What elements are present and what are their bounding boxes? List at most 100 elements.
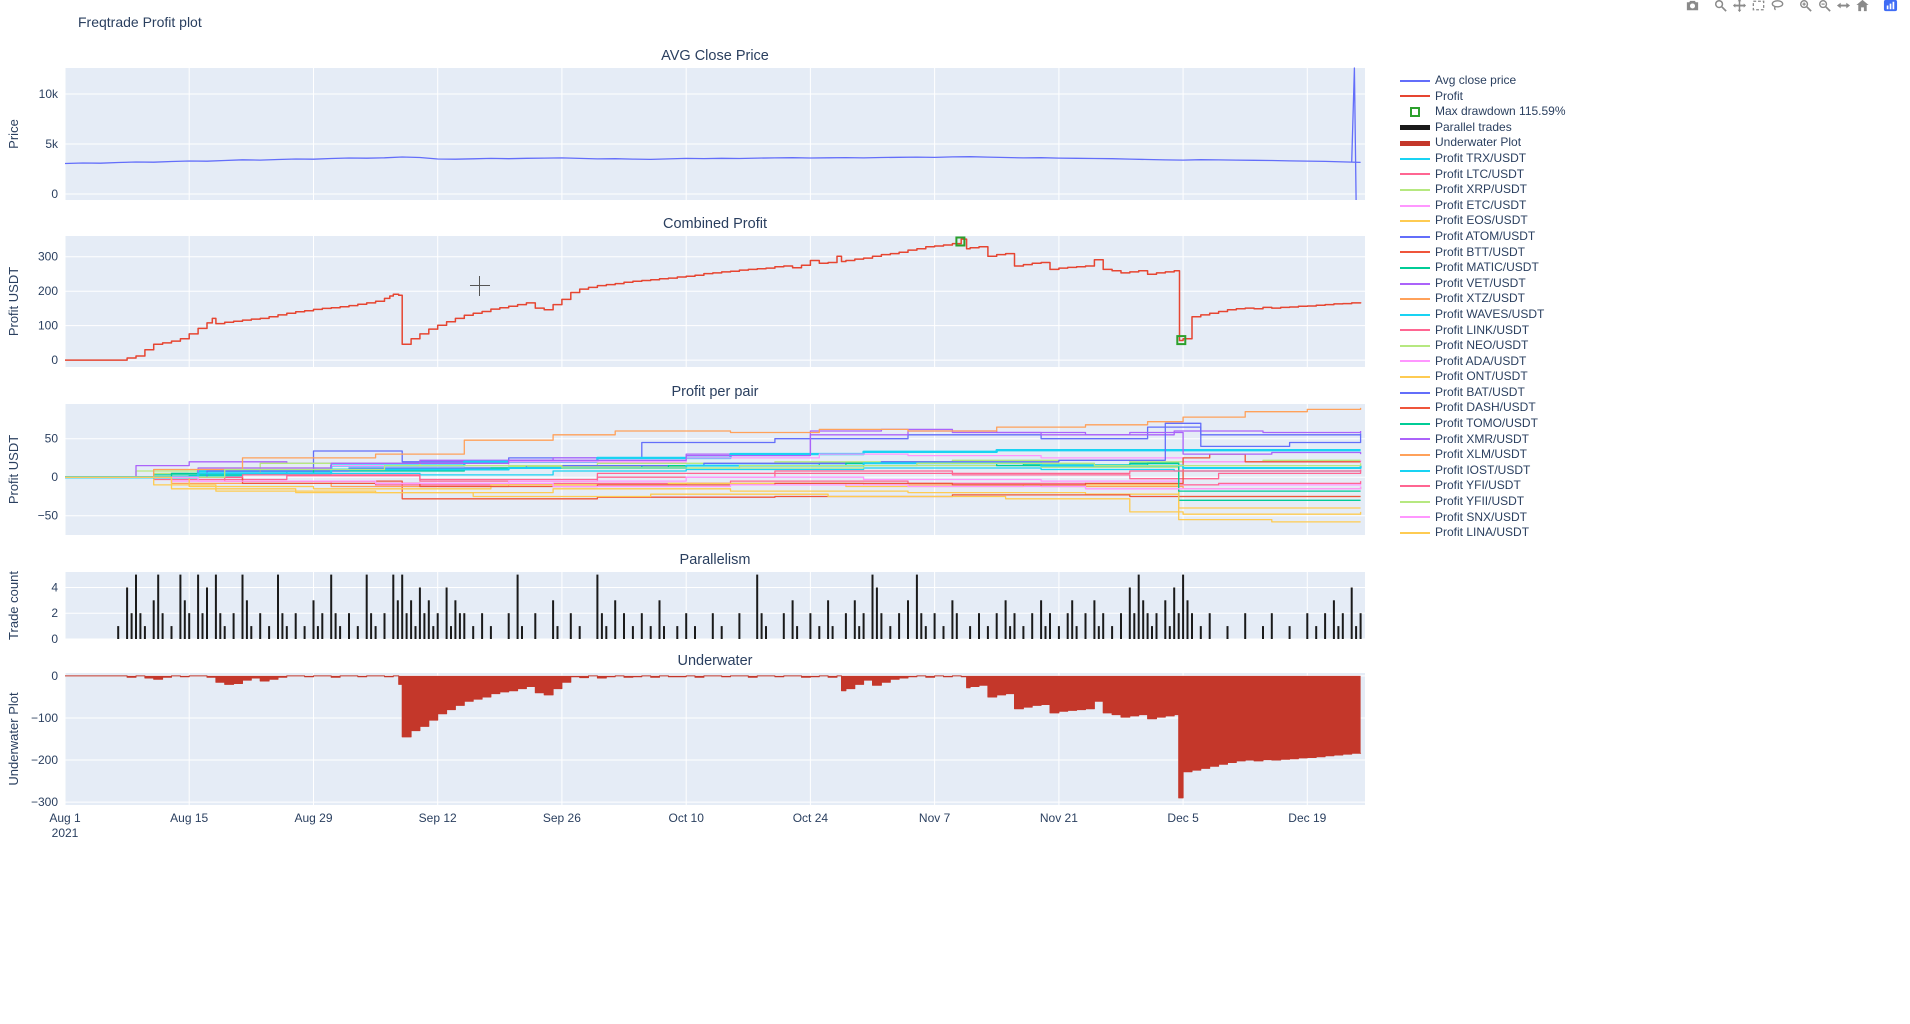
lasso-select-icon[interactable]	[1768, 0, 1787, 14]
legend-item-profit-vet-usdt[interactable]: Profit VET/USDT	[1400, 276, 1566, 292]
trade-count-bar	[365, 574, 368, 639]
trade-count-bar	[1341, 613, 1344, 639]
legend-item-profit-xmr-usdt[interactable]: Profit XMR/USDT	[1400, 432, 1566, 448]
trade-count-bar	[401, 574, 404, 639]
reset-axes-icon[interactable]	[1853, 0, 1872, 14]
trade-count-bar	[1199, 626, 1202, 639]
legend-item-avg-close-price[interactable]: Avg close price	[1400, 73, 1566, 89]
legend-item-parallel-trades[interactable]: Parallel trades	[1400, 120, 1566, 136]
legend-label: Parallel trades	[1435, 119, 1512, 134]
legend-item-profit-ont-usdt[interactable]: Profit ONT/USDT	[1400, 369, 1566, 385]
legend-swatch	[1400, 454, 1430, 457]
legend-item-max-drawdown-115-59[interactable]: Max drawdown 115.59%	[1400, 104, 1566, 120]
legend-label: Profit WAVES/USDT	[1435, 306, 1545, 321]
line-swatch	[1400, 157, 1430, 160]
legend-item-profit-etc-usdt[interactable]: Profit ETC/USDT	[1400, 198, 1566, 214]
y-axis-title-underwater: Underwater Plot	[6, 692, 21, 786]
x-tick-label: Aug 1	[49, 811, 81, 825]
trade-count-bar	[596, 574, 599, 639]
trade-count-bar	[1324, 613, 1327, 639]
legend-item-profit-xrp-usdt[interactable]: Profit XRP/USDT	[1400, 182, 1566, 198]
trade-count-bar	[640, 613, 643, 639]
zoom-out-icon[interactable]	[1815, 0, 1834, 14]
camera-icon[interactable]	[1683, 0, 1702, 14]
trade-count-bar	[1075, 626, 1078, 639]
plotly-logo-icon[interactable]	[1881, 0, 1900, 14]
trade-count-bar	[414, 626, 417, 639]
legend-swatch	[1400, 376, 1430, 379]
legend-item-profit-yfii-usdt[interactable]: Profit YFII/USDT	[1400, 494, 1566, 510]
trade-count-bar	[844, 613, 847, 639]
trade-count-bar	[214, 574, 217, 639]
legend-item-profit-atom-usdt[interactable]: Profit ATOM/USDT	[1400, 229, 1566, 245]
line-swatch	[1400, 407, 1430, 410]
legend-swatch	[1400, 469, 1430, 472]
y-tick-label: −200	[31, 753, 58, 767]
legend-item-profit-yfi-usdt[interactable]: Profit YFI/USDT	[1400, 478, 1566, 494]
zoom-icon[interactable]	[1711, 0, 1730, 14]
trade-count-bar	[1155, 613, 1158, 639]
y-axis-title-avg-close-price: Price	[6, 119, 21, 149]
legend-item-profit-bat-usdt[interactable]: Profit BAT/USDT	[1400, 385, 1566, 401]
legend-label: Profit LTC/USDT	[1435, 166, 1525, 181]
legend-label: Profit ONT/USDT	[1435, 369, 1528, 384]
x-tick-label: Oct 10	[669, 811, 705, 825]
legend-swatch	[1400, 188, 1430, 191]
trade-count-bar	[418, 587, 421, 639]
legend-label: Profit YFII/USDT	[1435, 494, 1525, 509]
legend-swatch	[1400, 95, 1430, 98]
legend-item-profit-xlm-usdt[interactable]: Profit XLM/USDT	[1400, 447, 1566, 463]
trade-count-bar	[405, 613, 408, 639]
legend-item-profit-ltc-usdt[interactable]: Profit LTC/USDT	[1400, 167, 1566, 183]
x-tick-label: Nov 7	[919, 811, 951, 825]
trade-count-bar	[1306, 613, 1309, 639]
legend-item-profit-ada-usdt[interactable]: Profit ADA/USDT	[1400, 354, 1566, 370]
legend-item-profit-eos-usdt[interactable]: Profit EOS/USDT	[1400, 213, 1566, 229]
legend-item-profit[interactable]: Profit	[1400, 89, 1566, 105]
trade-count-bar	[481, 613, 484, 639]
trade-count-bar	[294, 613, 297, 639]
trade-count-bar	[955, 613, 958, 639]
autoscale-icon[interactable]	[1834, 0, 1853, 14]
legend-item-profit-neo-usdt[interactable]: Profit NEO/USDT	[1400, 338, 1566, 354]
legend-item-profit-lina-usdt[interactable]: Profit LINA/USDT	[1400, 525, 1566, 541]
legend-item-profit-iost-usdt[interactable]: Profit IOST/USDT	[1400, 463, 1566, 479]
trade-count-bar	[1359, 613, 1362, 639]
legend-item-profit-snx-usdt[interactable]: Profit SNX/USDT	[1400, 510, 1566, 526]
trade-count-bar	[1128, 587, 1131, 639]
line-swatch	[1400, 79, 1430, 82]
legend-item-profit-tomo-usdt[interactable]: Profit TOMO/USDT	[1400, 416, 1566, 432]
trade-count-bar	[432, 626, 435, 639]
legend-item-profit-trx-usdt[interactable]: Profit TRX/USDT	[1400, 151, 1566, 167]
legend-swatch	[1400, 391, 1430, 394]
zoom-in-icon[interactable]	[1796, 0, 1815, 14]
subplot-combined-profit: 0 100 200 300 Combined Profit Profit USDT	[6, 216, 1365, 367]
legend-item-profit-waves-usdt[interactable]: Profit WAVES/USDT	[1400, 307, 1566, 323]
legend-item-profit-xtz-usdt[interactable]: Profit XTZ/USDT	[1400, 291, 1566, 307]
box-select-icon[interactable]	[1749, 0, 1768, 14]
legend-label: Profit YFI/USDT	[1435, 478, 1521, 493]
legend-item-profit-dash-usdt[interactable]: Profit DASH/USDT	[1400, 400, 1566, 416]
trade-count-bar	[1244, 613, 1247, 639]
legend-item-underwater-plot[interactable]: Underwater Plot	[1400, 135, 1566, 151]
trade-count-bar	[232, 613, 235, 639]
legend-swatch	[1400, 422, 1430, 425]
legend-item-profit-matic-usdt[interactable]: Profit MATIC/USDT	[1400, 260, 1566, 276]
plotly-modebar	[1674, 0, 1900, 14]
trade-count-bar	[1191, 613, 1193, 639]
y-tick-label: 0	[51, 353, 58, 367]
line-swatch	[1400, 298, 1430, 301]
legend-item-profit-btt-usdt[interactable]: Profit BTT/USDT	[1400, 245, 1566, 261]
trade-count-bar	[1084, 613, 1087, 639]
legend-item-profit-link-usdt[interactable]: Profit LINK/USDT	[1400, 323, 1566, 339]
series-profit-yfi-usdt	[65, 469, 1362, 481]
x-tick-label: Aug 15	[170, 811, 208, 825]
pan-icon[interactable]	[1730, 0, 1749, 14]
x-tick-label: Aug 29	[294, 811, 332, 825]
legend-label: Profit ATOM/USDT	[1435, 228, 1536, 243]
trade-count-bar	[250, 626, 253, 639]
legend-swatch	[1400, 220, 1430, 223]
subplot-title-parallelism: Parallelism	[680, 552, 751, 568]
trade-count-bar	[277, 574, 279, 639]
